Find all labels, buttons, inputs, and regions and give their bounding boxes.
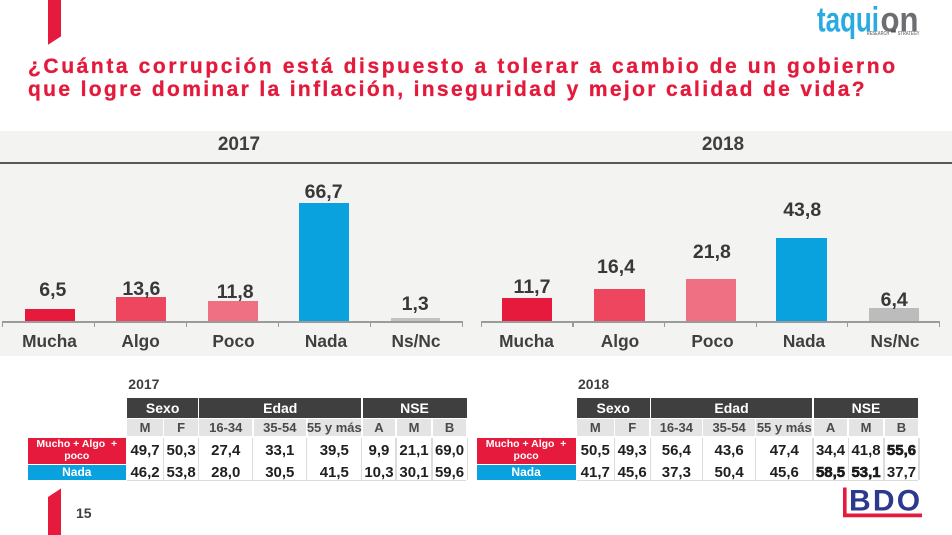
svg-text:RESEARCH: RESEARCH (867, 31, 890, 37)
svg-text:taqui: taqui (817, 1, 879, 40)
svg-text:on: on (881, 1, 919, 40)
svg-text:STRATEGY: STRATEGY (898, 31, 920, 37)
svg-text:BDO: BDO (849, 485, 922, 518)
